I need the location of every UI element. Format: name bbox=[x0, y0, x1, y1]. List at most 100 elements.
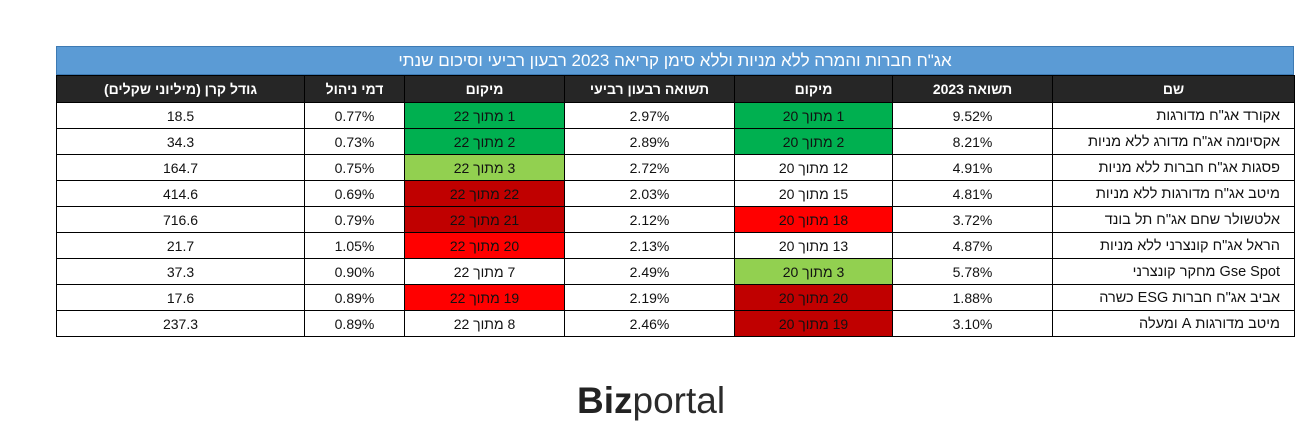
cell-fund-size: 34.3 bbox=[56, 128, 305, 155]
rank-label: 20 מתוך 22 bbox=[449, 237, 520, 254]
header-ytd-return: תשואה 2023 bbox=[892, 75, 1053, 103]
cell-q4-return: 2.89% bbox=[564, 128, 735, 155]
cell-q4-return: 2.97% bbox=[564, 102, 735, 129]
table-row: אביב אג"ח חברות ESG כשרה 1.88% 20 מתוך 20 2… bbox=[56, 284, 1295, 311]
cell-ytd-return: 3.72% bbox=[892, 206, 1053, 233]
rank-label: 22 מתוך 22 bbox=[449, 185, 520, 202]
header-name: שם bbox=[1052, 75, 1295, 103]
rank-label: 12 מתוך 20 bbox=[778, 159, 849, 176]
cell-q4-return: 2.19% bbox=[564, 284, 735, 311]
cell-ytd-rank: 19 מתוך 20 bbox=[734, 310, 893, 337]
cell-fee: 0.77% bbox=[304, 102, 405, 129]
rank-label: 2 מתוך 22 bbox=[453, 133, 516, 150]
cell-ytd-return: 5.78% bbox=[892, 258, 1053, 285]
cell-fund-name: אלטשולר שחם אג"ח תל בונד bbox=[1052, 206, 1295, 233]
header-fee: דמי ניהול bbox=[304, 75, 405, 103]
cell-q4-return: 2.03% bbox=[564, 180, 735, 207]
rank-label: 18 מתוך 20 bbox=[778, 211, 849, 228]
table-row: אקסיומה אג"ח מדורג ללא מניות 8.21% 2 מתוך … bbox=[56, 128, 1295, 155]
funds-table: שם תשואה 2023 מיקום תשואה רבעון רביעי מי… bbox=[56, 75, 1295, 337]
cell-fund-size: 164.7 bbox=[56, 154, 305, 181]
rank-label: 1 מתוך 20 bbox=[782, 107, 845, 124]
cell-fund-size: 18.5 bbox=[56, 102, 305, 129]
cell-q4-rank: 1 מתוך 22 bbox=[404, 102, 565, 129]
table-row: מיטב מדורגות A ומעלה 3.10% 19 מתוך 20 2.46%… bbox=[56, 310, 1295, 337]
rank-label: 3 מתוך 20 bbox=[782, 263, 845, 280]
cell-ytd-return: 3.10% bbox=[892, 310, 1053, 337]
cell-ytd-return: 9.52% bbox=[892, 102, 1053, 129]
cell-ytd-rank: 2 מתוך 20 bbox=[734, 128, 893, 155]
rank-label: 13 מתוך 20 bbox=[778, 237, 849, 254]
cell-q4-return: 2.46% bbox=[564, 310, 735, 337]
cell-fund-name: הראל אג"ח קונצרני ללא מניות bbox=[1052, 232, 1295, 259]
cell-q4-rank: 8 מתוך 22 bbox=[404, 310, 565, 337]
rank-label: 20 מתוך 20 bbox=[778, 289, 849, 306]
rank-label: 2 מתוך 20 bbox=[782, 133, 845, 150]
cell-q4-return: 2.12% bbox=[564, 206, 735, 233]
rank-label: 19 מתוך 20 bbox=[778, 315, 849, 332]
header-q4-rank: מיקום bbox=[404, 75, 565, 103]
rank-label: 1 מתוך 22 bbox=[453, 107, 516, 124]
cell-q4-return: 2.13% bbox=[564, 232, 735, 259]
header-ytd-rank: מיקום bbox=[734, 75, 893, 103]
cell-fee: 0.89% bbox=[304, 284, 405, 311]
table-title: אג"ח חברות והמרה ללא מניות וללא סימן קרי… bbox=[56, 46, 1294, 75]
cell-fee: 0.79% bbox=[304, 206, 405, 233]
cell-ytd-rank: 1 מתוך 20 bbox=[734, 102, 893, 129]
rank-label: 3 מתוך 22 bbox=[453, 159, 516, 176]
cell-fund-name: מיטב אג"ח מדורגות ללא מניות bbox=[1052, 180, 1295, 207]
rank-label: 8 מתוך 22 bbox=[453, 315, 516, 332]
cell-ytd-rank: 20 מתוך 20 bbox=[734, 284, 893, 311]
cell-ytd-rank: 3 מתוך 20 bbox=[734, 258, 893, 285]
cell-ytd-return: 4.87% bbox=[892, 232, 1053, 259]
cell-fund-name: אקורד אג"ח מדורגות bbox=[1052, 102, 1295, 129]
cell-ytd-rank: 15 מתוך 20 bbox=[734, 180, 893, 207]
cell-fee: 0.90% bbox=[304, 258, 405, 285]
cell-fund-size: 237.3 bbox=[56, 310, 305, 337]
table-row: הראל אג"ח קונצרני ללא מניות 4.87% 13 מתוך … bbox=[56, 232, 1295, 259]
funds-table-container: אג"ח חברות והמרה ללא מניות וללא סימן קרי… bbox=[56, 46, 1295, 337]
cell-ytd-return: 4.91% bbox=[892, 154, 1053, 181]
cell-fund-size: 716.6 bbox=[56, 206, 305, 233]
table-row: מיטב אג"ח מדורגות ללא מניות 4.81% 15 מתוך … bbox=[56, 180, 1295, 207]
cell-fund-name: פסגות אג"ח חברות ללא מניות bbox=[1052, 154, 1295, 181]
cell-q4-rank: 7 מתוך 22 bbox=[404, 258, 565, 285]
cell-ytd-return: 4.81% bbox=[892, 180, 1053, 207]
cell-fund-size: 17.6 bbox=[56, 284, 305, 311]
cell-fee: 0.75% bbox=[304, 154, 405, 181]
cell-fund-name: מיטב מדורגות A ומעלה bbox=[1052, 310, 1295, 337]
cell-ytd-rank: 13 מתוך 20 bbox=[734, 232, 893, 259]
cell-fund-name: אקסיומה אג"ח מדורג ללא מניות bbox=[1052, 128, 1295, 155]
cell-ytd-rank: 18 מתוך 20 bbox=[734, 206, 893, 233]
rank-label: 15 מתוך 20 bbox=[778, 185, 849, 202]
cell-fund-name: Gse Spot מחקר קונצרני bbox=[1052, 258, 1295, 285]
table-row: אקורד אג"ח מדורגות 9.52% 1 מתוך 20 2.97% 1 מ… bbox=[56, 102, 1295, 129]
cell-q4-rank: 2 מתוך 22 bbox=[404, 128, 565, 155]
table-body: אקורד אג"ח מדורגות 9.52% 1 מתוך 20 2.97% 1 מ… bbox=[56, 102, 1295, 337]
cell-fund-size: 21.7 bbox=[56, 232, 305, 259]
header-q4-return: תשואה רבעון רביעי bbox=[564, 75, 735, 103]
logo-portal: portal bbox=[632, 380, 726, 421]
cell-q4-return: 2.49% bbox=[564, 258, 735, 285]
cell-ytd-rank: 12 מתוך 20 bbox=[734, 154, 893, 181]
cell-q4-return: 2.72% bbox=[564, 154, 735, 181]
table-header-row: שם תשואה 2023 מיקום תשואה רבעון רביעי מי… bbox=[56, 75, 1295, 103]
cell-fund-size: 37.3 bbox=[56, 258, 305, 285]
logo-biz: Biz bbox=[577, 380, 633, 421]
cell-q4-rank: 20 מתוך 22 bbox=[404, 232, 565, 259]
header-fund-size: גודל קרן (מיליוני שקלים) bbox=[56, 75, 305, 103]
cell-fund-name: אביב אג"ח חברות ESG כשרה bbox=[1052, 284, 1295, 311]
cell-fee: 0.73% bbox=[304, 128, 405, 155]
cell-fund-size: 414.6 bbox=[56, 180, 305, 207]
bizportal-logo: Bizportal bbox=[577, 378, 725, 424]
cell-q4-rank: 19 מתוך 22 bbox=[404, 284, 565, 311]
rank-label: 19 מתוך 22 bbox=[449, 289, 520, 306]
cell-ytd-return: 1.88% bbox=[892, 284, 1053, 311]
rank-label: 7 מתוך 22 bbox=[453, 263, 516, 280]
table-row: אלטשולר שחם אג"ח תל בונד 3.72% 18 מתוך 20 2… bbox=[56, 206, 1295, 233]
cell-q4-rank: 3 מתוך 22 bbox=[404, 154, 565, 181]
cell-fee: 0.69% bbox=[304, 180, 405, 207]
rank-label: 21 מתוך 22 bbox=[449, 211, 520, 228]
table-row: Gse Spot מחקר קונצרני 5.78% 3 מתוך 20 2.49%… bbox=[56, 258, 1295, 285]
cell-q4-rank: 22 מתוך 22 bbox=[404, 180, 565, 207]
